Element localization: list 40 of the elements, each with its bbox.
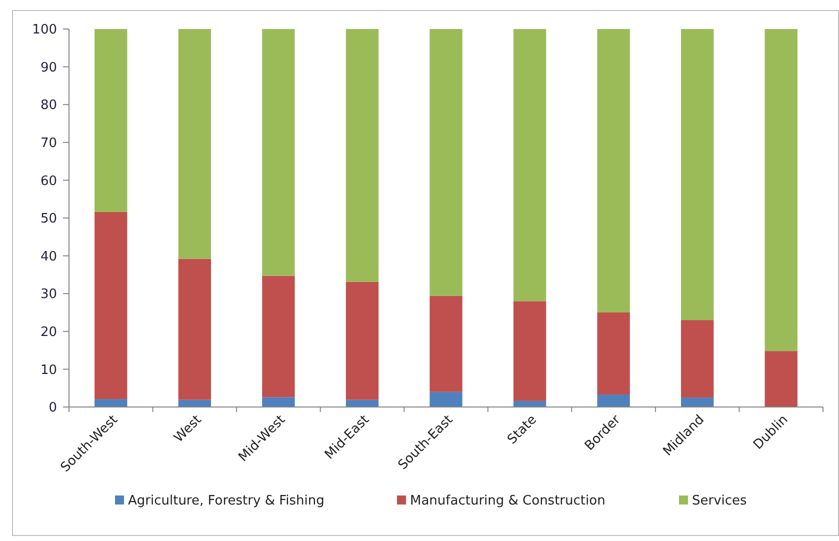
y-tick-label: 10	[40, 362, 57, 378]
bar	[94, 212, 128, 400]
y-tick-label: 20	[40, 324, 57, 340]
bar	[764, 29, 798, 352]
bar	[178, 258, 212, 400]
y-tick-label: 80	[40, 98, 57, 114]
y-tick-label: 60	[40, 174, 57, 189]
bar	[680, 398, 714, 407]
y-tick-label: 50	[40, 212, 57, 227]
bar	[513, 29, 546, 302]
y-tick-label: 30	[40, 287, 57, 302]
bar	[597, 29, 630, 312]
bar	[513, 400, 546, 407]
legend-label: Manufacturing & Construction	[410, 494, 606, 509]
bar	[346, 282, 379, 400]
bar	[346, 29, 379, 282]
bar	[346, 400, 379, 407]
bar	[764, 351, 798, 407]
bar	[597, 394, 630, 407]
bar	[680, 29, 714, 320]
y-tick-label: 100	[32, 22, 57, 38]
bar	[94, 399, 128, 407]
bar	[513, 301, 546, 401]
bar	[262, 397, 295, 407]
bar	[94, 29, 128, 212]
legend-label: Services	[692, 494, 748, 509]
y-tick-label: 70	[40, 136, 57, 151]
legend-label: Agriculture, Forestry & Fishing	[128, 494, 324, 509]
bar	[178, 400, 212, 407]
bar	[430, 392, 462, 407]
bar	[262, 276, 295, 398]
bar	[680, 320, 714, 398]
bar	[597, 312, 630, 395]
bar	[262, 29, 295, 276]
y-tick-label: 40	[40, 249, 57, 264]
y-tick-label: 0	[48, 400, 57, 416]
bar	[178, 29, 212, 259]
bar	[430, 29, 462, 296]
y-tick-label: 90	[40, 60, 57, 76]
bar	[430, 296, 462, 392]
